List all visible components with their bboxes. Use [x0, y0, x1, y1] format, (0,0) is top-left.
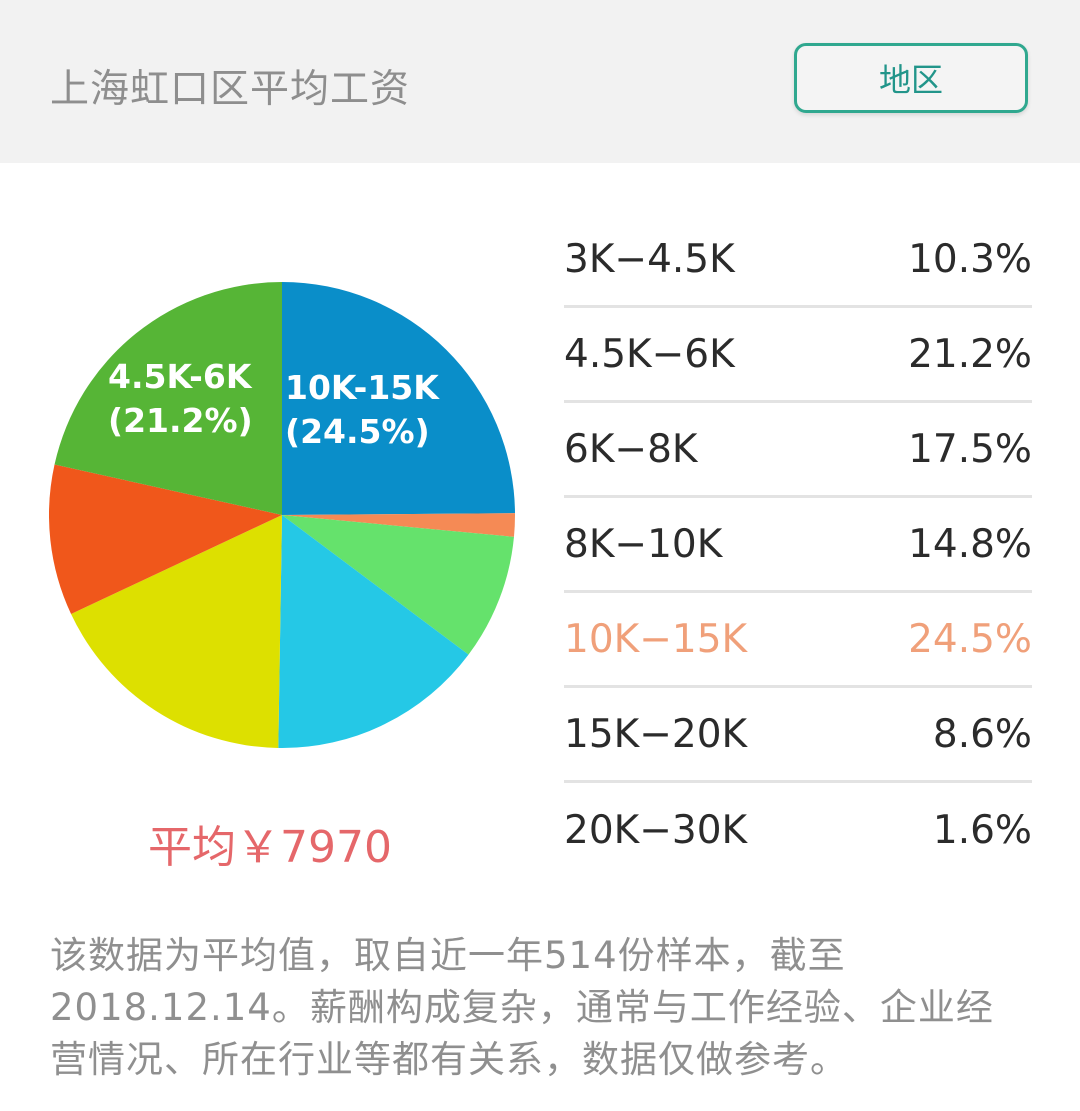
legend-percent: 1.6% [932, 808, 1032, 853]
pie-slice [282, 513, 515, 537]
pie-slice [49, 464, 282, 614]
legend-range: 6K−8K [564, 426, 698, 472]
pie-label-percent: (24.5%) [285, 412, 430, 451]
legend-row-highlighted: 10K−15K 24.5% [564, 593, 1032, 688]
legend-range: 15K−20K [564, 711, 748, 757]
legend-row: 15K−20K 8.6% [564, 688, 1032, 783]
pie-label-10k-15k: 10K-15K (24.5%) [285, 366, 439, 454]
region-button[interactable]: 地区 [794, 43, 1028, 113]
pie-slice [282, 282, 515, 515]
legend-range: 3K−4.5K [564, 236, 735, 282]
legend-percent: 14.8% [908, 521, 1032, 567]
legend-row: 20K−30K 1.6% [564, 783, 1032, 878]
pie-label-range: 4.5K-6K [108, 357, 252, 396]
header-bar: 上海虹口区平均工资 地区 [0, 0, 1080, 163]
salary-pie-chart [49, 282, 515, 748]
pie-label-4.5k-6k: 4.5K-6K (21.2%) [108, 355, 253, 443]
legend-range: 8K−10K [564, 521, 723, 567]
pie-label-range: 10K-15K [285, 368, 439, 407]
legend-row: 8K−10K 14.8% [564, 498, 1032, 593]
legend-row: 4.5K−6K 21.2% [564, 308, 1032, 403]
legend-percent: 8.6% [932, 711, 1032, 757]
pie-label-percent: (21.2%) [108, 401, 253, 440]
legend-range: 10K−15K [564, 616, 748, 662]
legend-range: 4.5K−6K [564, 331, 735, 377]
legend-range: 20K−30K [564, 808, 748, 853]
pie-slice [278, 515, 469, 748]
legend-percent: 21.2% [908, 331, 1032, 377]
legend-percent: 10.3% [908, 236, 1032, 282]
salary-legend: 3K−4.5K 10.3% 4.5K−6K 21.2% 6K−8K 17.5% 8K−… [564, 213, 1032, 878]
legend-row: 3K−4.5K 10.3% [564, 213, 1032, 308]
pie-slice [71, 515, 282, 748]
pie-slice [282, 515, 514, 655]
data-disclaimer: 该数据为平均值，取自近一年514份样本，截至2018.12.14。薪酬构成复杂，… [50, 934, 994, 1081]
pie-slice [54, 282, 282, 515]
legend-percent: 24.5% [908, 616, 1032, 662]
page-title: 上海虹口区平均工资 [50, 67, 411, 112]
legend-row: 6K−8K 17.5% [564, 403, 1032, 498]
average-salary: 平均￥7970 [148, 822, 392, 873]
legend-percent: 17.5% [908, 426, 1032, 472]
